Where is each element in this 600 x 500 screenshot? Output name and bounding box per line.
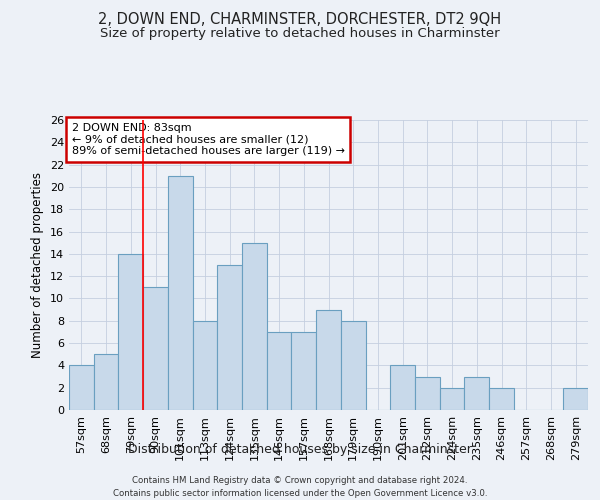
Bar <box>267 332 292 410</box>
Y-axis label: Number of detached properties: Number of detached properties <box>31 172 44 358</box>
Bar <box>143 288 168 410</box>
Bar <box>316 310 341 410</box>
Bar <box>193 321 217 410</box>
Text: Contains HM Land Registry data © Crown copyright and database right 2024.: Contains HM Land Registry data © Crown c… <box>132 476 468 485</box>
Bar <box>69 366 94 410</box>
Bar <box>563 388 588 410</box>
Bar <box>168 176 193 410</box>
Text: Distribution of detached houses by size in Charminster: Distribution of detached houses by size … <box>128 442 472 456</box>
Bar <box>118 254 143 410</box>
Bar <box>341 321 365 410</box>
Bar <box>489 388 514 410</box>
Bar <box>94 354 118 410</box>
Bar <box>440 388 464 410</box>
Bar <box>292 332 316 410</box>
Bar <box>217 265 242 410</box>
Text: Size of property relative to detached houses in Charminster: Size of property relative to detached ho… <box>100 28 500 40</box>
Bar <box>464 376 489 410</box>
Bar <box>390 366 415 410</box>
Bar <box>415 376 440 410</box>
Bar <box>242 242 267 410</box>
Text: 2 DOWN END: 83sqm
← 9% of detached houses are smaller (12)
89% of semi-detached : 2 DOWN END: 83sqm ← 9% of detached house… <box>71 123 344 156</box>
Text: 2, DOWN END, CHARMINSTER, DORCHESTER, DT2 9QH: 2, DOWN END, CHARMINSTER, DORCHESTER, DT… <box>98 12 502 28</box>
Text: Contains public sector information licensed under the Open Government Licence v3: Contains public sector information licen… <box>113 489 487 498</box>
